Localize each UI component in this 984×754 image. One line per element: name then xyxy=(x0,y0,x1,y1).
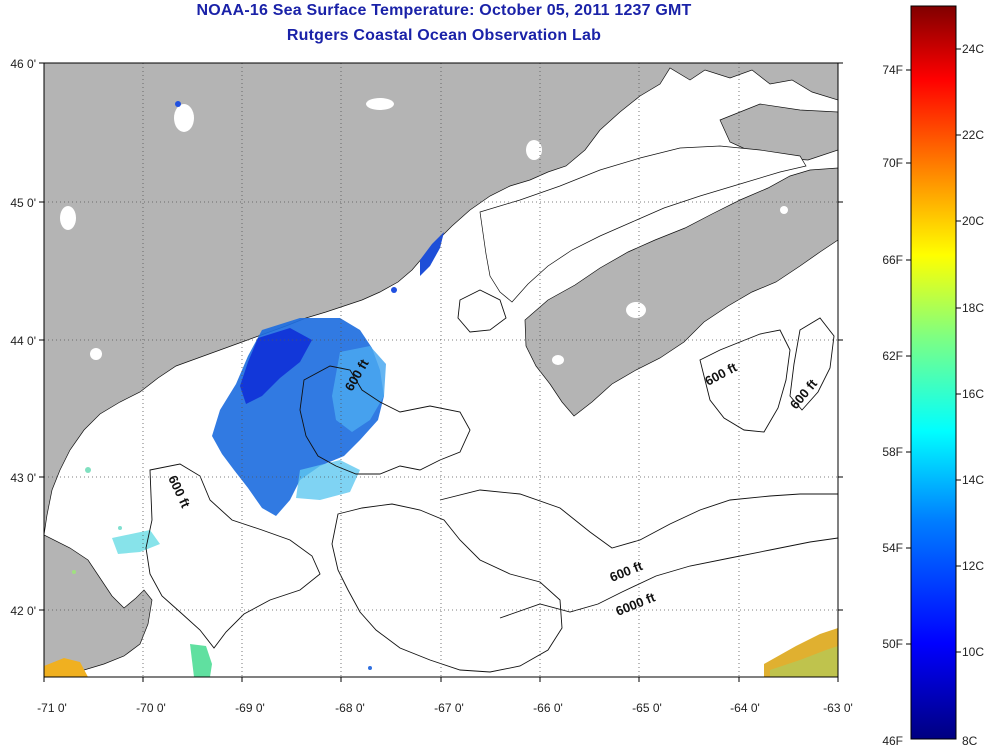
lon-label: -64 0' xyxy=(730,701,760,715)
contour-6000ft xyxy=(499,537,838,619)
lon-label: -71 0' xyxy=(37,701,67,715)
colorbar-c-label: 8C xyxy=(962,734,978,748)
colorbar-f-label: 58F xyxy=(882,445,903,459)
bay-of-fundy xyxy=(479,145,807,303)
colorbar-f-label: 46F xyxy=(882,734,903,748)
lon-label: -67 0' xyxy=(434,701,464,715)
colorbar-f-label: 50F xyxy=(882,637,903,651)
colorbar-f-label: 66F xyxy=(882,253,903,267)
colorbar-f-label: 62F xyxy=(882,349,903,363)
colorbar-c-label: 24C xyxy=(962,42,984,56)
lon-label: -69 0' xyxy=(235,701,265,715)
colorbar-c-label: 22C xyxy=(962,128,984,142)
land-masses xyxy=(44,63,838,677)
latitude-axis: 46 0' 45 0' 44 0' 43 0' 42 0' xyxy=(10,57,36,618)
map-title: NOAA-16 Sea Surface Temperature: October… xyxy=(196,2,692,19)
colorbar-f-label: 74F xyxy=(882,63,903,77)
sst-patch-warm-sw xyxy=(44,658,88,677)
sst-patch-cold-core xyxy=(240,328,312,404)
contour-600ft-gulf xyxy=(145,463,321,649)
lon-label: -70 0' xyxy=(136,701,166,715)
lat-label: 44 0' xyxy=(10,334,36,348)
cape-breton xyxy=(719,103,838,161)
colorbar: 74F 70F 66F 62F 58F 54F 50F 46F 24C 22C … xyxy=(882,5,984,748)
contour-browns-bank xyxy=(457,289,507,333)
nova-scotia xyxy=(524,167,838,417)
lon-label: -68 0' xyxy=(335,701,365,715)
colorbar-f-label: 54F xyxy=(882,541,903,555)
colorbar-f-label: 70F xyxy=(882,156,903,170)
map-subtitle: Rutgers Coastal Ocean Observation Lab xyxy=(286,27,602,44)
sst-patch-nantucket xyxy=(190,644,212,677)
lon-label: -63 0' xyxy=(823,701,853,715)
sst-patch-cape-cod-bay xyxy=(112,530,160,554)
colorbar-c-label: 18C xyxy=(962,301,984,315)
contour-georges-bank xyxy=(331,503,563,673)
longitude-axis: -71 0' -70 0' -69 0' -68 0' -67 0' -66 0… xyxy=(37,701,853,715)
colorbar-c-label: 20C xyxy=(962,214,984,228)
depth-contours xyxy=(145,289,838,673)
contour-600ft-ne-b xyxy=(789,317,835,411)
lat-label: 45 0' xyxy=(10,196,36,210)
colorbar-c-label: 12C xyxy=(962,559,984,573)
axis-ticks xyxy=(39,62,843,682)
colorbar-c-label: 10C xyxy=(962,645,984,659)
graticule xyxy=(44,63,838,677)
contour-600ft-shelf xyxy=(439,489,838,549)
contour-600ft-east xyxy=(299,365,471,475)
lat-label: 43 0' xyxy=(10,471,36,485)
lon-label: -66 0' xyxy=(533,701,563,715)
sst-patch-east-fringe xyxy=(332,346,386,432)
lat-label: 42 0' xyxy=(10,604,36,618)
sst-patch-penobscot xyxy=(420,232,444,276)
lat-label: 46 0' xyxy=(10,57,36,71)
colorbar-c-label: 16C xyxy=(962,387,984,401)
colorbar-gradient xyxy=(910,5,957,740)
lon-label: -65 0' xyxy=(632,701,662,715)
colorbar-c-label: 14C xyxy=(962,473,984,487)
contour-600ft-ne-a xyxy=(699,329,791,433)
inland-lakes xyxy=(60,98,788,365)
sst-patch-south-fringe xyxy=(296,460,360,500)
